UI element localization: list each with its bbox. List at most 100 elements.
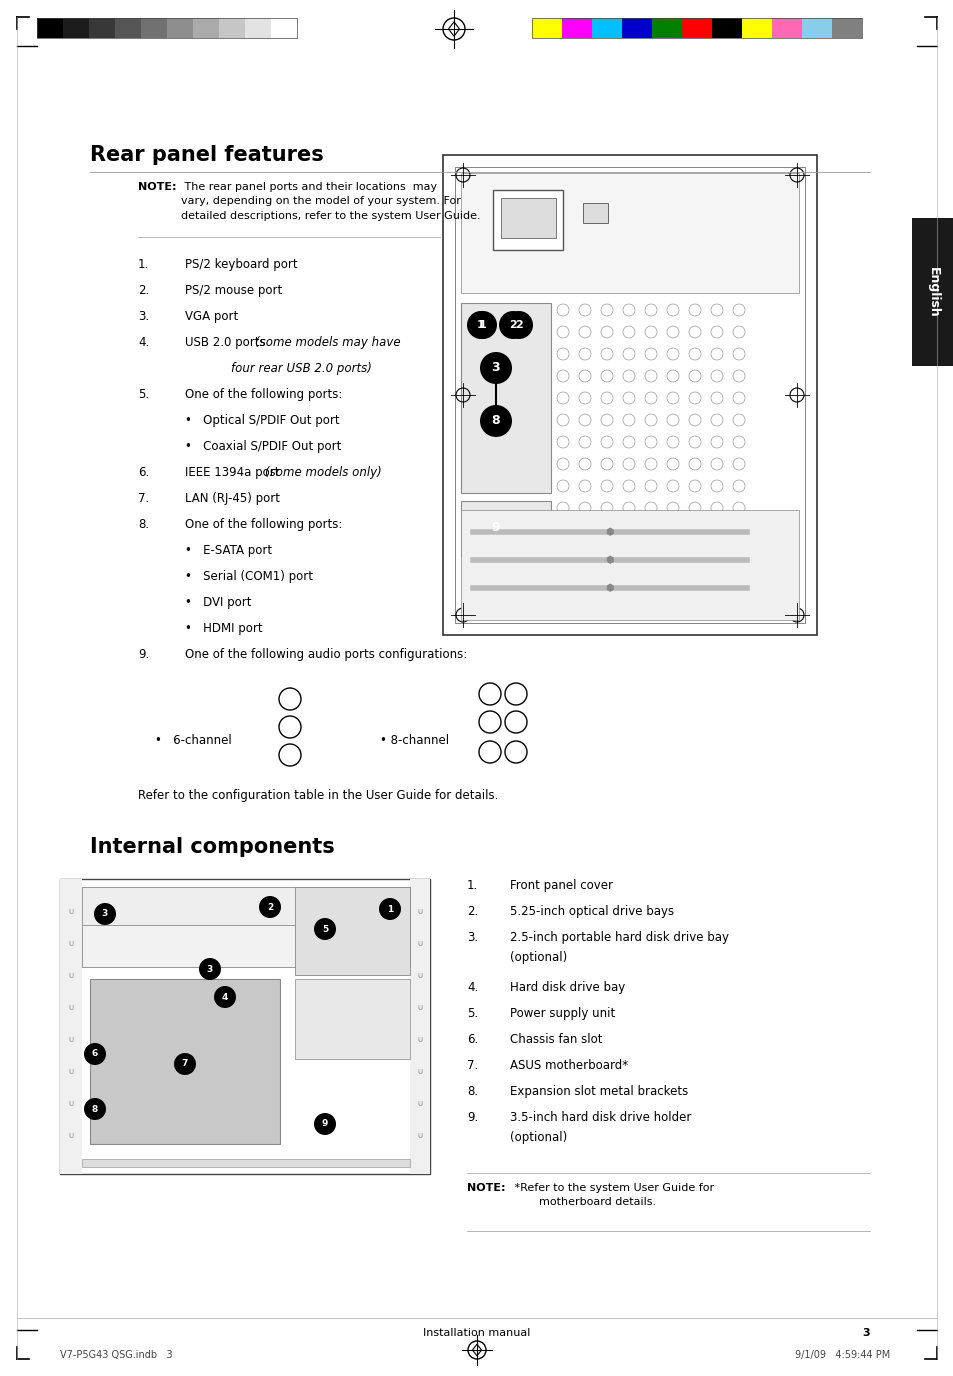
Bar [37, 18, 296, 39]
Bar [711, 18, 741, 39]
Circle shape [258, 896, 281, 918]
Bar [582, 204, 607, 223]
Circle shape [84, 1043, 106, 1065]
Bar [460, 510, 799, 621]
Bar [330, 888, 390, 922]
Bar [651, 18, 681, 39]
Text: 6.: 6. [467, 1033, 477, 1046]
Text: PS/2 keyboard port: PS/2 keyboard port [185, 259, 297, 271]
Bar [82, 925, 410, 967]
Text: Rear panel features: Rear panel features [90, 144, 323, 165]
Text: •   Optical S/PDIF Out port: • Optical S/PDIF Out port [185, 414, 339, 427]
Text: 3: 3 [491, 362, 499, 374]
Bar [532, 18, 561, 39]
Text: •   DVI port: • DVI port [185, 596, 252, 610]
Text: One of the following ports:: One of the following ports: [185, 517, 342, 531]
Circle shape [213, 987, 235, 1009]
Text: IEEE 1394a port: IEEE 1394a port [185, 466, 283, 479]
Bar [911, 217, 953, 366]
Text: English: English [925, 267, 939, 318]
Text: U: U [69, 941, 73, 947]
Text: •   6-channel: • 6-channel [154, 733, 232, 747]
Text: 3: 3 [102, 910, 108, 919]
Text: Expansion slot metal brackets: Expansion slot metal brackets [510, 1086, 687, 1098]
Bar [493, 190, 562, 250]
Text: 3: 3 [207, 965, 213, 973]
Text: 2.: 2. [467, 905, 477, 918]
Text: 2.: 2. [138, 283, 149, 297]
Text: 2.5-inch portable hard disk drive bay: 2.5-inch portable hard disk drive bay [510, 932, 728, 944]
Text: ASUS motherboard*: ASUS motherboard* [510, 1060, 627, 1072]
Circle shape [378, 899, 400, 921]
Bar [82, 1159, 410, 1167]
Text: Internal components: Internal components [90, 837, 335, 857]
Text: 2: 2 [509, 321, 517, 330]
Bar [271, 18, 296, 39]
Text: PS/2 mouse port: PS/2 mouse port [185, 283, 282, 297]
Text: •   Coaxial S/PDIF Out port: • Coaxial S/PDIF Out port [185, 440, 341, 453]
Text: 1.: 1. [467, 879, 477, 892]
Text: Installation manual: Installation manual [423, 1328, 530, 1337]
Bar [63, 18, 89, 39]
Bar [621, 18, 651, 39]
Text: 3.: 3. [138, 310, 149, 323]
Text: 7: 7 [182, 1060, 188, 1069]
Text: 7.: 7. [467, 1060, 477, 1072]
Bar [460, 501, 551, 556]
Text: U: U [69, 910, 73, 915]
Bar [771, 18, 801, 39]
Text: 7.: 7. [138, 493, 149, 505]
Text: ⬢: ⬢ [605, 583, 614, 593]
Text: 4: 4 [222, 992, 228, 1002]
Text: U: U [417, 941, 422, 947]
Text: (optional): (optional) [510, 951, 567, 965]
Text: (optional): (optional) [510, 1131, 567, 1143]
Text: •   Serial (COM1) port: • Serial (COM1) port [185, 570, 313, 583]
Text: One of the following ports:: One of the following ports: [185, 388, 342, 400]
Text: Hard disk drive bay: Hard disk drive bay [510, 981, 624, 993]
Bar [60, 879, 430, 1174]
Text: 4.: 4. [467, 981, 477, 993]
Bar [60, 879, 82, 1174]
Text: 1: 1 [478, 321, 486, 330]
Text: 5: 5 [321, 925, 328, 933]
Circle shape [314, 918, 335, 940]
Text: VGA port: VGA port [185, 310, 238, 323]
Text: U: U [417, 973, 422, 978]
Bar [219, 18, 245, 39]
Bar [410, 879, 430, 1174]
Text: 3.5-inch hard disk drive holder: 3.5-inch hard disk drive holder [510, 1110, 691, 1124]
Bar [245, 18, 271, 39]
Text: ⬢: ⬢ [605, 555, 614, 566]
Text: • 8-channel: • 8-channel [379, 733, 449, 747]
Text: 3.: 3. [467, 932, 477, 944]
Text: The rear panel ports and their locations  may
vary, depending on the model of yo: The rear panel ports and their locations… [181, 182, 480, 220]
Text: 8: 8 [491, 414, 499, 428]
Bar [141, 18, 167, 39]
Text: Power supply unit: Power supply unit [510, 1007, 615, 1020]
Text: 1: 1 [387, 904, 393, 914]
Text: •   E-SATA port: • E-SATA port [185, 544, 272, 557]
Text: *Refer to the system User Guide for
        motherboard details.: *Refer to the system User Guide for moth… [511, 1183, 714, 1207]
Text: 9.: 9. [467, 1110, 477, 1124]
Bar [532, 18, 862, 39]
Text: 5.: 5. [138, 388, 149, 400]
Circle shape [173, 1053, 195, 1075]
Text: 8.: 8. [467, 1086, 477, 1098]
Circle shape [467, 311, 495, 338]
Text: ⬢: ⬢ [605, 527, 614, 537]
Bar [741, 18, 771, 39]
Text: 8: 8 [91, 1105, 98, 1113]
Text: LAN (RJ-45) port: LAN (RJ-45) port [185, 493, 280, 505]
Text: USB 2.0 ports: USB 2.0 ports [185, 336, 269, 350]
Circle shape [94, 903, 116, 925]
Circle shape [469, 311, 497, 338]
Text: 5.: 5. [467, 1007, 477, 1020]
Bar [460, 173, 799, 293]
Bar [167, 18, 193, 39]
Text: •   HDMI port: • HDMI port [185, 622, 262, 634]
Text: Chassis fan slot: Chassis fan slot [510, 1033, 602, 1046]
Text: 6.: 6. [138, 466, 149, 479]
Text: U: U [69, 1038, 73, 1043]
Text: U: U [69, 1132, 73, 1139]
